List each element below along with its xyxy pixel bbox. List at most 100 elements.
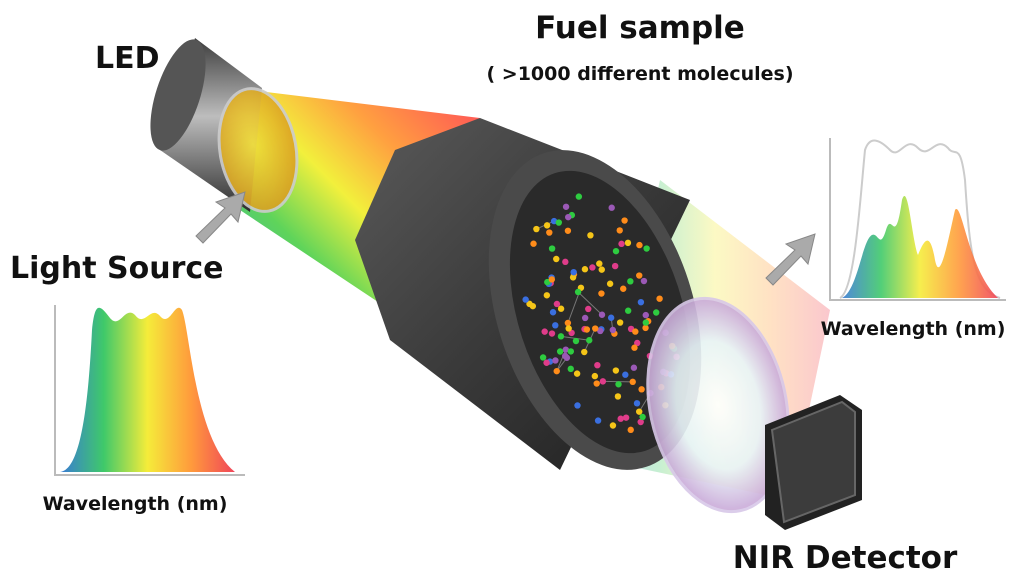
atom (540, 354, 546, 360)
atom (573, 338, 579, 344)
atom (586, 337, 592, 343)
atom (618, 241, 624, 247)
atom (549, 276, 555, 282)
atom (615, 393, 621, 399)
atom (636, 408, 642, 414)
atom (607, 281, 613, 287)
atom (533, 226, 539, 232)
light-source-label: Light Source (10, 251, 224, 286)
sample-subtitle: ( >1000 different molecules) (486, 63, 793, 85)
atom (565, 325, 571, 331)
atom (543, 360, 549, 366)
diagram: LED Fuel sample ( >1000 different molecu… (0, 0, 1020, 581)
atom (550, 309, 556, 315)
atom (641, 278, 647, 284)
atom (552, 357, 558, 363)
atom (628, 427, 634, 433)
atom (564, 355, 570, 361)
atom (558, 306, 564, 312)
atom (653, 309, 659, 315)
atom (600, 378, 606, 384)
atom (565, 320, 571, 326)
atom (544, 292, 550, 298)
atom (544, 222, 550, 228)
sample-title: Fuel sample (535, 10, 745, 46)
atom (617, 319, 623, 325)
atom (618, 416, 624, 422)
atom (622, 372, 628, 378)
source-spectrum (60, 308, 235, 472)
atom (643, 312, 649, 318)
atom (612, 263, 618, 269)
atom (553, 256, 559, 262)
atom (623, 414, 629, 420)
atom (549, 245, 555, 251)
atom (530, 241, 536, 247)
atom (636, 242, 642, 248)
atom (620, 286, 626, 292)
atom (656, 295, 662, 301)
atom (636, 272, 642, 278)
atom (595, 417, 601, 423)
atom (638, 299, 644, 305)
atom (608, 315, 614, 321)
atom (632, 328, 638, 334)
atom (610, 422, 616, 428)
atom (558, 333, 564, 339)
atom (630, 379, 636, 385)
atom (643, 319, 649, 325)
atom (584, 326, 590, 332)
atom (610, 327, 616, 333)
led-label: LED (95, 41, 160, 76)
atom (594, 380, 600, 386)
atom (576, 193, 582, 199)
atom (613, 248, 619, 254)
atom (574, 370, 580, 376)
atom (631, 365, 637, 371)
detector-label: NIR Detector (733, 540, 958, 576)
atom (581, 349, 587, 355)
atom (631, 345, 637, 351)
atom (598, 290, 604, 296)
atom (582, 266, 588, 272)
atom (549, 330, 555, 336)
arrow (766, 234, 815, 285)
detector-spectrum (842, 196, 998, 298)
atom (554, 368, 560, 374)
atom (568, 366, 574, 372)
atom (587, 232, 593, 238)
atom (643, 245, 649, 251)
atom (625, 308, 631, 314)
axis-label: Wavelength (nm) (43, 493, 228, 515)
atom (556, 219, 562, 225)
atom (565, 214, 571, 220)
atom (585, 306, 591, 312)
atom (592, 325, 598, 331)
atom (639, 414, 645, 420)
atom (568, 348, 574, 354)
atom (596, 260, 602, 266)
atom (563, 204, 569, 210)
atom (575, 289, 581, 295)
atom (615, 381, 621, 387)
atom (574, 402, 580, 408)
atom (592, 373, 598, 379)
atom (582, 315, 588, 321)
atom (546, 229, 552, 235)
atom (609, 205, 615, 211)
atom (627, 278, 633, 284)
atom (522, 296, 528, 302)
atom (634, 400, 640, 406)
atom (599, 312, 605, 318)
arrow (196, 192, 245, 243)
atom (638, 386, 644, 392)
atom (621, 217, 627, 223)
atom (625, 240, 631, 246)
atom (557, 348, 563, 354)
atom (565, 228, 571, 234)
atom (617, 227, 623, 233)
atom (613, 367, 619, 373)
atom (599, 266, 605, 272)
atom (570, 269, 576, 275)
atom (552, 322, 558, 328)
